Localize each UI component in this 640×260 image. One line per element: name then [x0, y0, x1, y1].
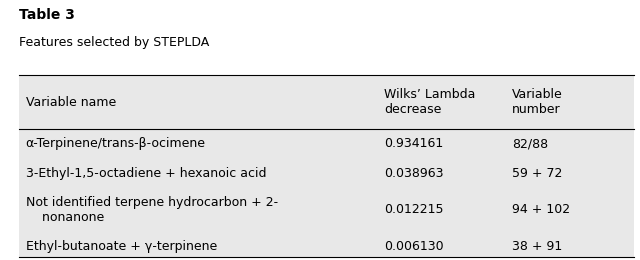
Text: Table 3: Table 3 — [19, 8, 75, 22]
Text: 3-Ethyl-1,5-octadiene + hexanoic acid: 3-Ethyl-1,5-octadiene + hexanoic acid — [26, 167, 266, 180]
Text: 82/88: 82/88 — [512, 137, 548, 150]
FancyBboxPatch shape — [19, 75, 634, 257]
Text: 0.038963: 0.038963 — [384, 167, 444, 180]
Text: 0.934161: 0.934161 — [384, 137, 444, 150]
Text: α-Terpinene/trans-β-ocimene: α-Terpinene/trans-β-ocimene — [26, 137, 205, 150]
Text: 0.012215: 0.012215 — [384, 203, 444, 216]
Text: Features selected by STEPLDA: Features selected by STEPLDA — [19, 36, 209, 49]
Text: 94 + 102: 94 + 102 — [512, 203, 570, 216]
Text: Variable name: Variable name — [26, 96, 116, 109]
Text: Variable
number: Variable number — [512, 88, 563, 116]
Text: Wilks’ Lambda
decrease: Wilks’ Lambda decrease — [384, 88, 476, 116]
Text: 38 + 91: 38 + 91 — [512, 240, 563, 253]
Text: 0.006130: 0.006130 — [384, 240, 444, 253]
Text: Not identified terpene hydrocarbon + 2-
    nonanone: Not identified terpene hydrocarbon + 2- … — [26, 196, 278, 224]
Text: 59 + 72: 59 + 72 — [512, 167, 563, 180]
Text: Ethyl-butanoate + γ-terpinene: Ethyl-butanoate + γ-terpinene — [26, 240, 217, 253]
